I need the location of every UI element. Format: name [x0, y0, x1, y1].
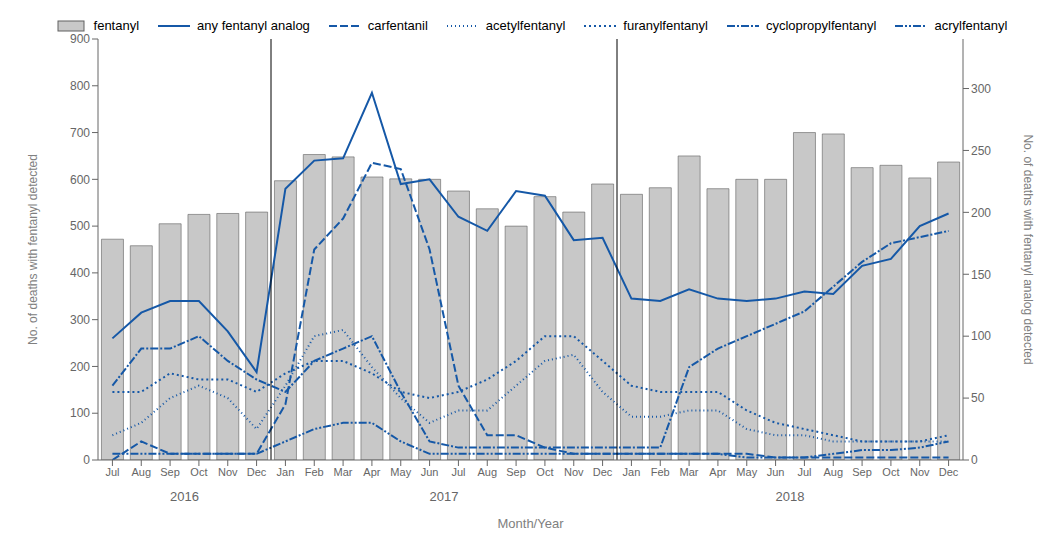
svg-text:Nov: Nov [218, 466, 238, 478]
html-text:furanylfentanyl: furanylfentanyl [623, 18, 708, 33]
svg-text:0: 0 [971, 453, 978, 467]
svg-text:Jan: Jan [277, 466, 295, 478]
svg-text:Nov: Nov [564, 466, 584, 478]
svg-text:Jul: Jul [797, 466, 811, 478]
html-text:carfentanil: carfentanil [367, 18, 428, 33]
svg-text:Apr: Apr [363, 466, 380, 478]
svg-text:150: 150 [971, 268, 991, 282]
svg-text:Month/Year: Month/Year [497, 516, 564, 531]
svg-text:May: May [736, 466, 757, 478]
svg-text:Sep: Sep [160, 466, 180, 478]
svg-text:No. of deaths with fentanyl an: No. of deaths with fentanyl analog detec… [1021, 134, 1035, 364]
svg-text:Dec: Dec [247, 466, 267, 478]
svg-text:May: May [390, 466, 411, 478]
svg-text:Feb: Feb [305, 466, 324, 478]
svg-text:Jun: Jun [767, 466, 785, 478]
svg-text:2016: 2016 [170, 489, 199, 504]
html-text:acetylfentanyl: acetylfentanyl [485, 18, 566, 33]
svg-text:Apr: Apr [709, 466, 726, 478]
svg-text:Dec: Dec [593, 466, 613, 478]
svg-text:600: 600 [70, 173, 90, 187]
svg-text:100: 100 [971, 329, 991, 343]
svg-text:2017: 2017 [430, 489, 459, 504]
svg-text:500: 500 [70, 219, 90, 233]
svg-text:2018: 2018 [776, 489, 805, 504]
html-text:fentanyl: fentanyl [93, 18, 140, 33]
svg-text:Jul: Jul [105, 466, 119, 478]
svg-text:50: 50 [971, 391, 985, 405]
svg-text:Mar: Mar [680, 466, 699, 478]
html-text:cyclopropylfentanyl: cyclopropylfentanyl [765, 18, 877, 33]
svg-text:Aug: Aug [823, 466, 843, 478]
svg-text:Aug: Aug [131, 466, 151, 478]
svg-text:Nov: Nov [910, 466, 930, 478]
svg-text:Jul: Jul [451, 466, 465, 478]
svg-text:Sep: Sep [506, 466, 526, 478]
svg-text:Feb: Feb [651, 466, 670, 478]
svg-text:Oct: Oct [190, 466, 207, 478]
svg-text:800: 800 [70, 79, 90, 93]
svg-text:900: 900 [70, 32, 90, 46]
svg-text:Aug: Aug [477, 466, 497, 478]
svg-text:Dec: Dec [939, 466, 959, 478]
svg-text:No. of deaths with fentanyl de: No. of deaths with fentanyl detected [26, 154, 40, 345]
svg-text:Mar: Mar [334, 466, 353, 478]
svg-text:0: 0 [83, 453, 90, 467]
html-text:acrylfentanyl: acrylfentanyl [934, 18, 1008, 33]
svg-text:400: 400 [70, 266, 90, 280]
svg-text:100: 100 [70, 406, 90, 420]
svg-text:Sep: Sep [852, 466, 872, 478]
svg-text:Jun: Jun [421, 466, 439, 478]
svg-text:300: 300 [971, 82, 991, 96]
svg-text:700: 700 [70, 126, 90, 140]
svg-text:Jan: Jan [623, 466, 641, 478]
svg-text:200: 200 [70, 360, 90, 374]
svg-text:300: 300 [70, 313, 90, 327]
svg-text:Oct: Oct [536, 466, 553, 478]
svg-text:200: 200 [971, 206, 991, 220]
svg-text:Oct: Oct [882, 466, 899, 478]
svg-text:250: 250 [971, 144, 991, 158]
html-text:any fentanyl analog: any fentanyl analog [197, 18, 310, 33]
